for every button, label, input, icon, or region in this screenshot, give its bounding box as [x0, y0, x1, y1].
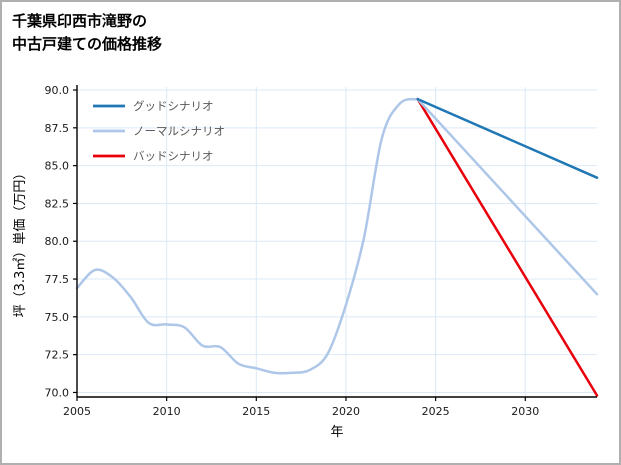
x-tick-label: 2020	[332, 405, 360, 418]
series-line-good-scenario	[416, 97, 599, 179]
y-tick-label: 82.5	[45, 197, 70, 210]
series-line-normal-scenario	[416, 97, 599, 296]
x-tick-label: 2010	[153, 405, 181, 418]
x-tick-label: 2005	[63, 405, 91, 418]
chart-title-line2: 中古戸建ての価格推移	[12, 34, 163, 53]
y-tick-label: 87.5	[45, 122, 70, 135]
chart-title: 千葉県印西市滝野の 中古戸建ての価格推移	[12, 10, 162, 55]
series-line-historical	[75, 97, 419, 375]
legend-label-bad-scenario: バッドシナリオ	[133, 149, 214, 163]
series-line-bad-scenario	[416, 97, 599, 397]
chart-title-line1: 千葉県印西市滝野の	[12, 12, 148, 30]
legend-label-good-scenario: グッドシナリオ	[133, 99, 214, 113]
x-tick-label: 2015	[242, 405, 270, 418]
legend-label-normal-scenario: ノーマルシナリオ	[133, 124, 225, 138]
y-tick-label: 70.0	[45, 386, 70, 399]
y-tick-label: 90.0	[45, 84, 70, 97]
y-tick-label: 75.0	[45, 311, 70, 324]
x-axis-label: 年	[330, 425, 343, 440]
y-tick-label: 77.5	[45, 273, 70, 286]
y-axis-label: 坪（3.3㎡）単価（万円）	[12, 167, 28, 318]
x-tick-label: 2030	[511, 405, 539, 418]
y-tick-label: 80.0	[45, 235, 70, 248]
y-tick-label: 85.0	[45, 160, 70, 173]
y-tick-label: 72.5	[45, 349, 70, 362]
x-tick-label: 2025	[422, 405, 450, 418]
